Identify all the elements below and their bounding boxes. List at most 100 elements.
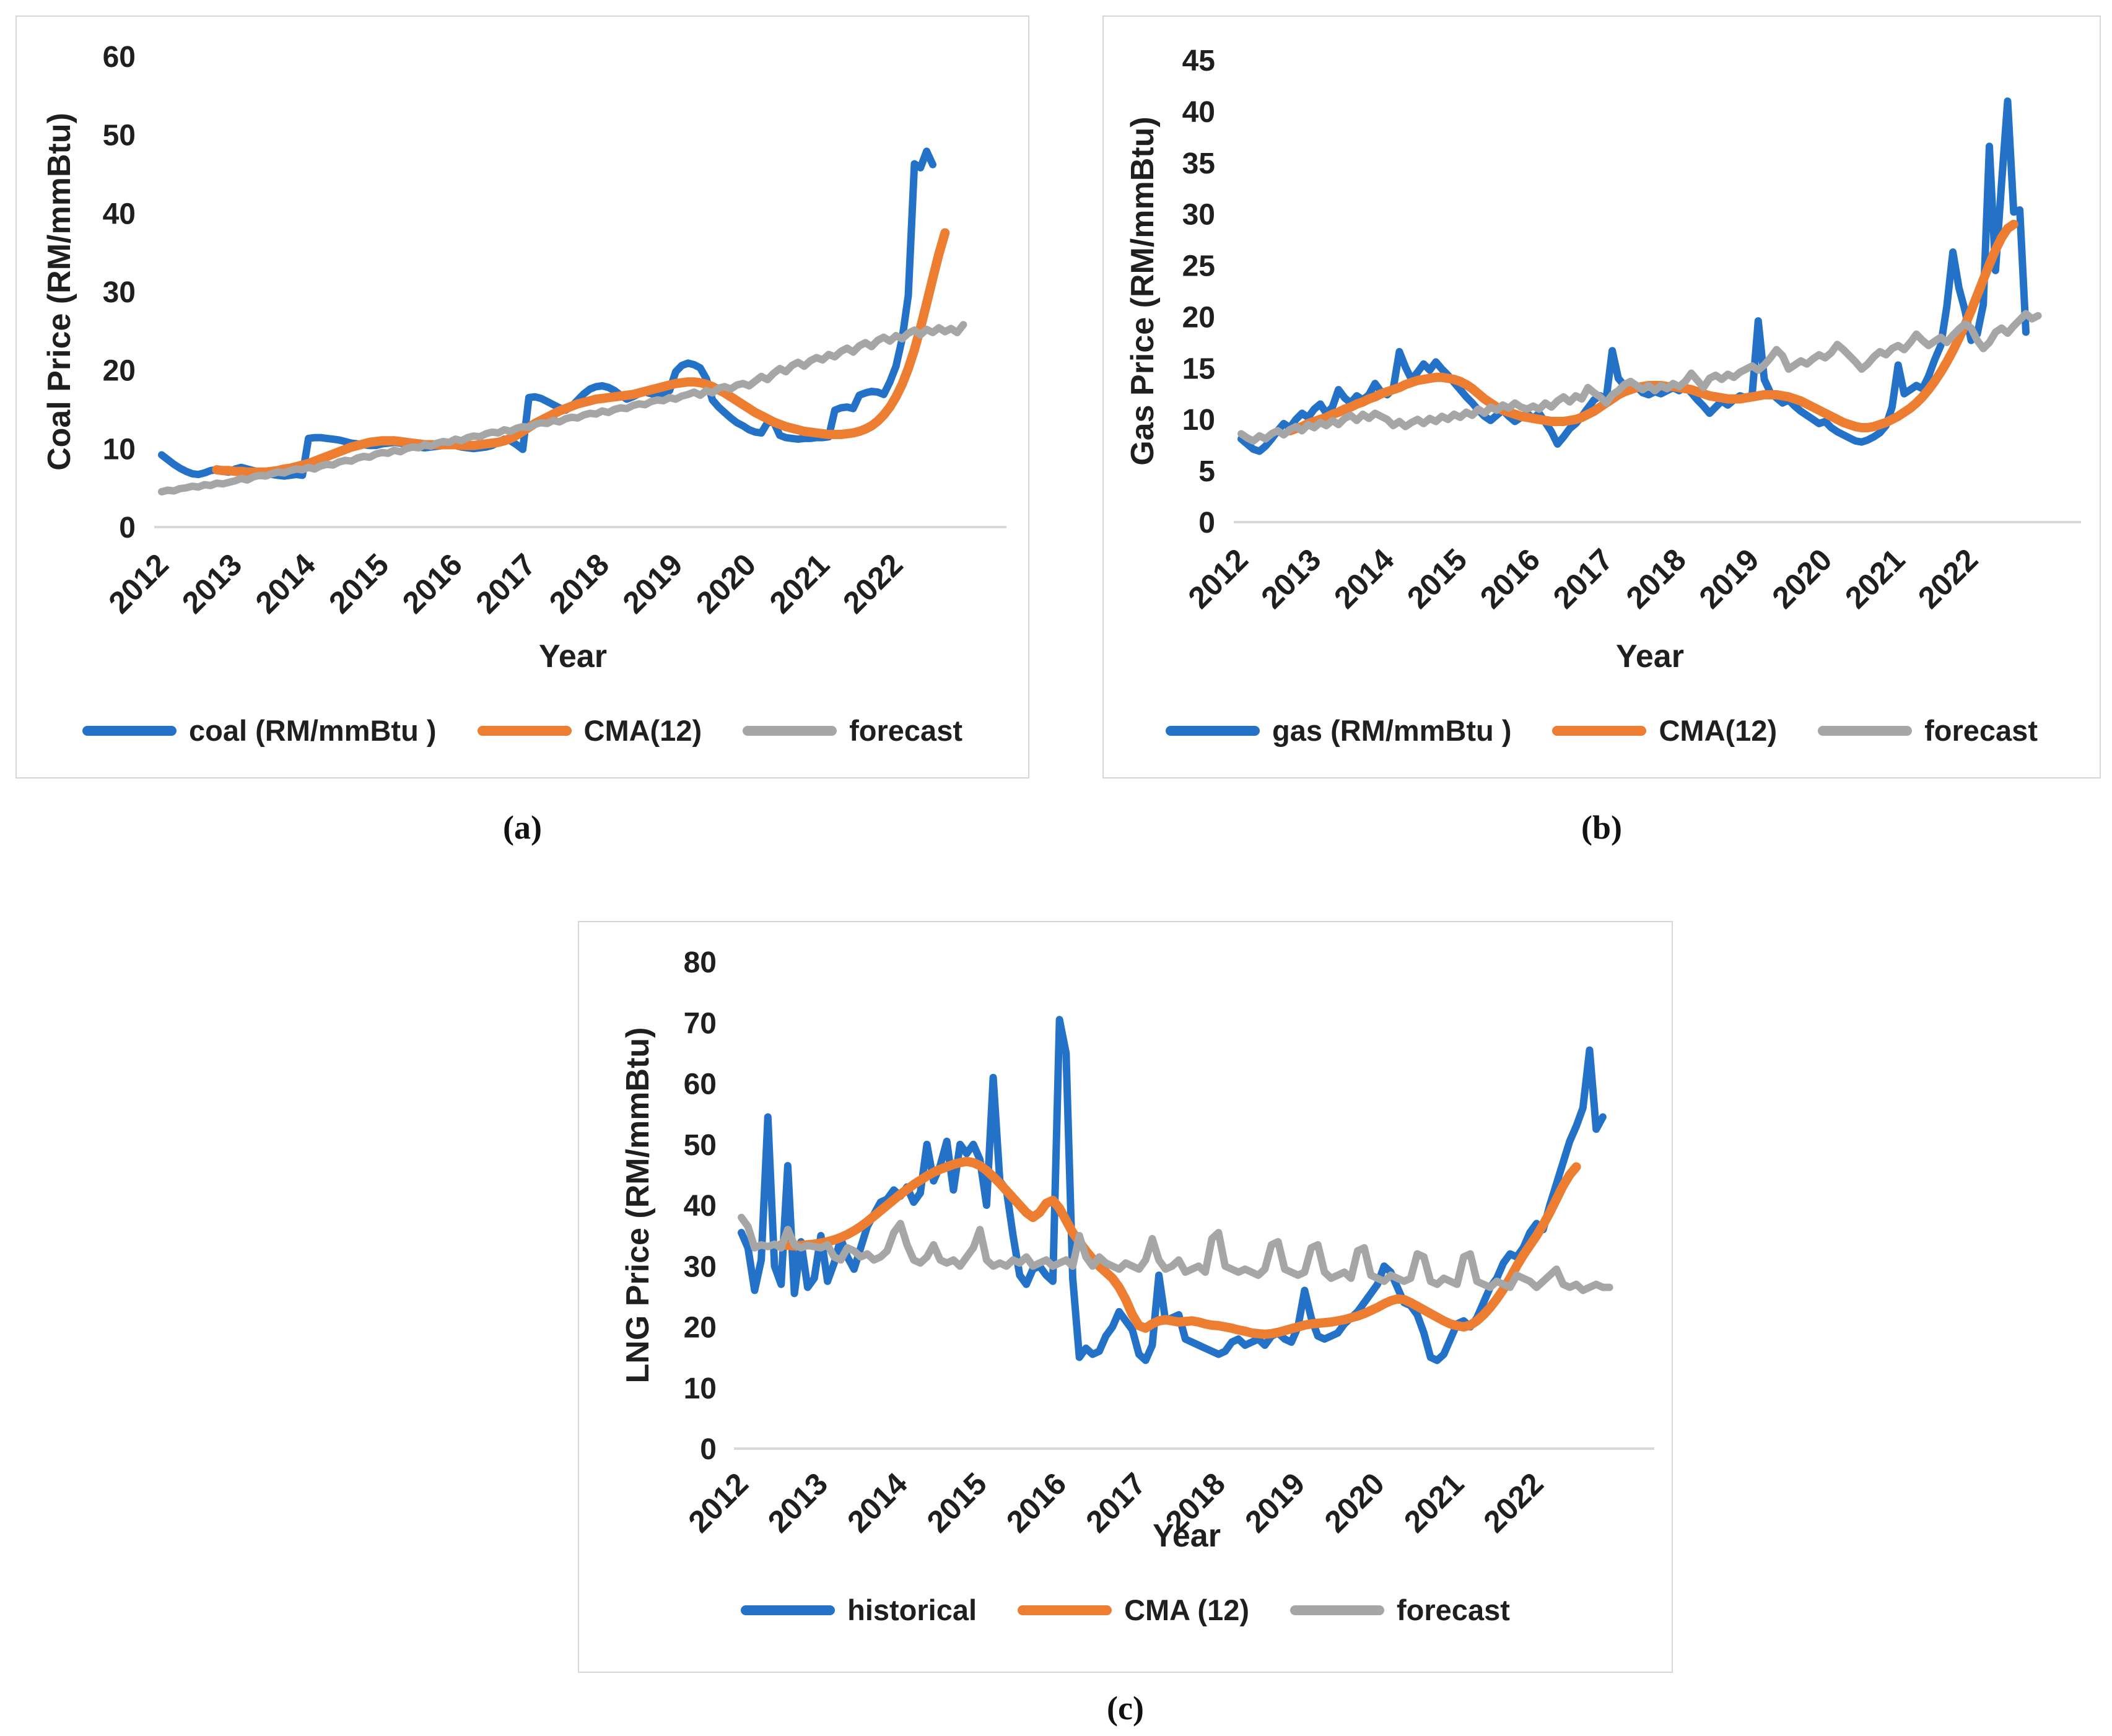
y-tick-label: 20 xyxy=(684,1312,717,1345)
legend-label: CMA(12) xyxy=(1659,714,1778,747)
legend-label: CMA(12) xyxy=(583,714,702,747)
legend-item-cma-12: CMA(12) xyxy=(1552,713,1777,748)
top-charts-row: 0 10 20 30 40 50 60 Coal Price (RM/mmBtu) 2012 20… xyxy=(0,0,2112,779)
legend-label: CMA (12) xyxy=(1124,1594,1250,1626)
gas-chart-panel: 0 5 10 15 20 25 30 35 40 45 Gas Price (RM/mmBtu) 20… xyxy=(1102,15,2101,779)
legend-label: forecast xyxy=(1924,714,2038,747)
y-tick-label: 35 xyxy=(1182,147,1215,180)
y-tick-label: 40 xyxy=(103,198,136,230)
x-tick-label: 2015 xyxy=(920,1466,993,1539)
x-tick-label: 2014 xyxy=(249,547,322,620)
lng-price-chart: 0 10 20 30 40 50 60 70 80 LNG Price (RM/mmBtu) 201… xyxy=(620,946,1654,1554)
x-tick-label: 2017 xyxy=(469,547,542,620)
x-tick-label: 2015 xyxy=(1400,542,1473,615)
x-tick-label: 2021 xyxy=(763,547,836,620)
y-tick-label: 20 xyxy=(1182,301,1215,334)
legend-item-forecast: forecast xyxy=(1818,713,2038,748)
x-tick-label: 2019 xyxy=(616,547,689,620)
y-tick-label: 0 xyxy=(119,512,136,544)
x-tick-label: 2021 xyxy=(1397,1466,1470,1539)
legend-line-swatch xyxy=(82,725,177,736)
legend-item-cma-12: CMA (12) xyxy=(1018,1593,1249,1627)
top-captions-row: (a) (b) xyxy=(0,808,2112,849)
y-tick-label: 5 xyxy=(1198,455,1215,488)
legend-line-swatch xyxy=(743,725,837,736)
caption-c: (c) xyxy=(1107,1690,1144,1727)
x-tick-label: 2015 xyxy=(322,547,395,620)
x-tick-label: 2020 xyxy=(1318,1466,1391,1539)
legend-item-forecast: forecast xyxy=(743,713,962,748)
coal-chart-panel: 0 10 20 30 40 50 60 Coal Price (RM/mmBtu) 2012 20… xyxy=(15,15,1029,779)
lng-chart-legend: historical CMA (12) forecast xyxy=(579,1593,1672,1627)
y-tick-label: 40 xyxy=(684,1190,717,1223)
legend-item-historical: historical xyxy=(741,1593,977,1627)
y-tick-label: 30 xyxy=(684,1250,717,1283)
y-tick-label: 50 xyxy=(684,1129,717,1162)
x-axis-title: Year xyxy=(1153,1518,1221,1554)
x-axis-title: Year xyxy=(539,639,607,674)
y-tick-label: 20 xyxy=(103,355,136,388)
legend-label: historical xyxy=(847,1594,977,1626)
legend-line-swatch xyxy=(1552,725,1647,736)
y-tick-label: 10 xyxy=(1182,404,1215,437)
legend-item-forecast: forecast xyxy=(1290,1593,1510,1627)
y-tick-label: 15 xyxy=(1182,352,1215,385)
y-tick-label: 30 xyxy=(103,276,136,309)
legend-item-cma-12: CMA(12) xyxy=(477,713,702,748)
x-tick-label: 2012 xyxy=(682,1466,755,1539)
y-tick-label: 45 xyxy=(1182,45,1215,77)
coal-chart-legend: coal (RM/mmBtu ) CMA(12) forecast xyxy=(17,713,1028,748)
y-tick-label: 10 xyxy=(684,1372,717,1405)
legend-label: gas (RM/mmBtu ) xyxy=(1272,714,1512,747)
y-tick-label: 60 xyxy=(103,41,136,74)
x-tick-label: 2020 xyxy=(689,547,762,620)
x-tick-label: 2016 xyxy=(396,547,469,620)
y-tick-label: 10 xyxy=(103,433,136,466)
x-tick-label: 2013 xyxy=(761,1466,834,1539)
series-line-forecast xyxy=(738,1213,1613,1294)
legend-label: forecast xyxy=(1397,1594,1510,1626)
y-tick-label: 25 xyxy=(1182,250,1215,283)
y-tick-label: 40 xyxy=(1182,96,1215,129)
y-tick-label: 0 xyxy=(1198,507,1215,539)
x-tick-label: 2013 xyxy=(175,547,248,620)
x-tick-label: 2014 xyxy=(840,1466,914,1539)
y-tick-label: 60 xyxy=(684,1068,717,1101)
x-tick-label: 2022 xyxy=(1911,542,1984,615)
x-tick-label: 2018 xyxy=(543,547,616,620)
y-tick-label: 0 xyxy=(700,1433,717,1466)
series-line-cma-12 xyxy=(212,228,950,477)
x-tick-label: 2013 xyxy=(1254,542,1327,615)
x-tick-label: 2017 xyxy=(1547,542,1620,615)
legend-line-swatch xyxy=(741,1605,836,1615)
series-line-coal-rm-mmbtu xyxy=(158,147,936,480)
legend-item-coal-rm-mmbtu: coal (RM/mmBtu ) xyxy=(82,713,437,748)
x-tick-label: 2012 xyxy=(1182,542,1255,615)
gas-chart-legend: gas (RM/mmBtu ) CMA(12) forecast xyxy=(1104,713,2100,748)
x-tick-label: 2019 xyxy=(1238,1466,1311,1539)
legend-label: forecast xyxy=(849,714,962,747)
series-line-historical xyxy=(738,1016,1607,1364)
x-tick-label: 2012 xyxy=(102,547,175,620)
legend-line-swatch xyxy=(1018,1605,1112,1615)
lng-chart-panel: 0 10 20 30 40 50 60 70 80 LNG Price (RM/mmBtu) 201… xyxy=(578,921,1673,1673)
x-tick-label: 2016 xyxy=(1473,542,1547,615)
y-tick-label: 70 xyxy=(684,1007,717,1040)
y-axis-title: Coal Price (RM/mmBtu) xyxy=(41,113,77,471)
series-line-forecast xyxy=(1237,310,2042,445)
y-tick-label: 50 xyxy=(103,120,136,152)
legend-line-swatch xyxy=(1818,725,1913,736)
x-tick-label: 2018 xyxy=(1620,542,1693,615)
legend-line-swatch xyxy=(477,725,572,736)
legend-line-swatch xyxy=(1290,1605,1385,1615)
y-tick-label: 30 xyxy=(1182,199,1215,232)
y-axis-title: Gas Price (RM/mmBtu) xyxy=(1125,116,1161,465)
legend-label: coal (RM/mmBtu ) xyxy=(189,714,437,747)
series-line-forecast xyxy=(158,321,967,495)
series-line-cma-12 xyxy=(1285,219,2018,435)
y-axis-title: LNG Price (RM/mmBtu) xyxy=(620,1027,656,1384)
bottom-chart-row: 0 10 20 30 40 50 60 70 80 LNG Price (RM/mmBtu) 201… xyxy=(0,921,2112,1673)
legend-line-swatch xyxy=(1166,725,1260,736)
legend-item-gas-rm-mmbtu: gas (RM/mmBtu ) xyxy=(1166,713,1511,748)
